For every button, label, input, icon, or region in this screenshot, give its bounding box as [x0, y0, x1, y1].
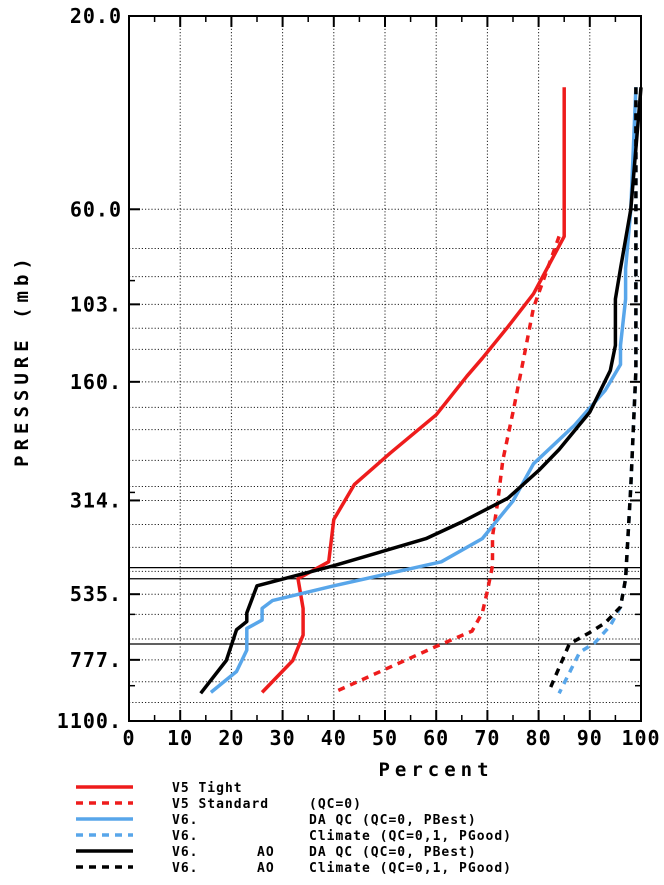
legend-qc-label: (QC=0): [309, 797, 362, 812]
legend-ao-label: AO: [257, 845, 275, 860]
x-tick-label: 50: [372, 726, 398, 750]
reference-lines: [129, 566, 641, 645]
legend-qc-label: DA QC (QC=0, PBest): [309, 845, 477, 860]
legend-qc-label: DA QC (QC=0, PBest): [309, 813, 477, 828]
x-tick-label: 0: [122, 726, 135, 750]
y-axis-ticks: 20.0 60.0 103. 160. 314. 535. 777. 1100.: [57, 4, 641, 733]
x-tick-label: 80: [526, 726, 552, 750]
data-series: [199, 87, 643, 695]
x-axis-ticks: 0 10 20 30 40 50 60 70 80 90 100: [122, 16, 660, 750]
legend-series-name: V6.: [172, 813, 198, 828]
legend-ao-label: AO: [257, 861, 275, 876]
y-tick-label: 314.: [70, 488, 122, 512]
y-axis-title: PRESSURE (mb): [11, 253, 33, 467]
y-tick-label: 1100.: [57, 709, 122, 733]
x-tick-label: 70: [474, 726, 500, 750]
x-tick-label: 60: [423, 726, 449, 750]
series-line: [333, 235, 561, 694]
x-tick-label: 30: [270, 726, 296, 750]
x-axis-title: Percent: [378, 759, 493, 781]
legend-series-name: V6.: [172, 845, 198, 860]
x-tick-label: 90: [577, 726, 603, 750]
series-line: [199, 87, 643, 695]
x-tick-label: 10: [167, 726, 193, 750]
series-line: [260, 87, 566, 694]
y-tick-label: 60.0: [70, 197, 122, 221]
y-tick-label: 535.: [70, 582, 122, 606]
series-line: [557, 87, 638, 695]
legend-series-name: V6.: [172, 829, 198, 844]
legend-series-name: V5 Standard: [172, 797, 269, 812]
x-tick-label: 20: [218, 726, 244, 750]
legend-qc-label: Climate (QC=0,1, PGood): [309, 861, 512, 876]
series-line: [547, 87, 638, 693]
x-tick-label: 40: [321, 726, 347, 750]
legend-series-name: V6.: [172, 861, 198, 876]
legend-series-name: V5 Tight: [172, 781, 243, 796]
grid: [129, 16, 641, 721]
series-line: [209, 87, 638, 694]
legend-qc-label: Climate (QC=0,1, PGood): [309, 829, 512, 844]
y-tick-label: 777.: [70, 648, 122, 672]
y-tick-label: 103.: [70, 292, 122, 316]
x-tick-label: 100: [621, 726, 660, 750]
y-tick-label: 160.: [70, 370, 122, 394]
y-tick-label: 20.0: [70, 4, 122, 28]
